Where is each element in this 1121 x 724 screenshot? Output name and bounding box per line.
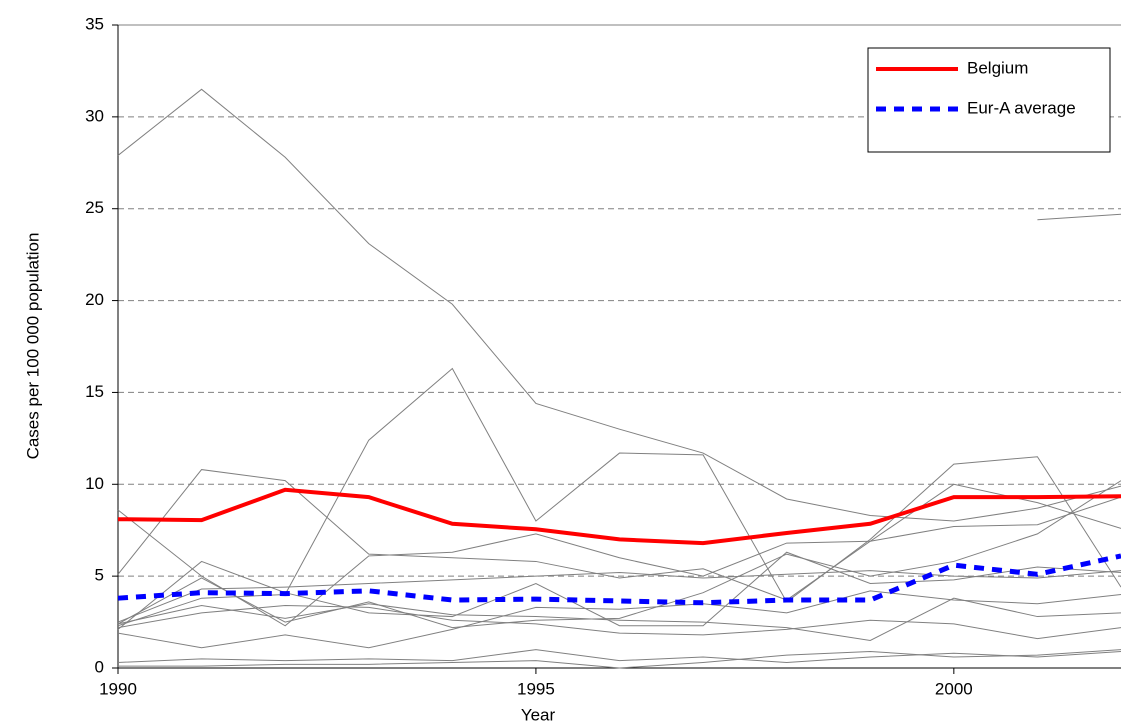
series-line	[117, 88, 1121, 522]
y-tick-label: 20	[85, 290, 104, 309]
series-line	[117, 590, 1121, 649]
series-line	[117, 487, 1121, 546]
series-line	[117, 553, 1121, 606]
x-tick-label: 1995	[517, 679, 555, 698]
series-line	[117, 483, 1121, 627]
y-tick-label: 0	[95, 657, 104, 676]
y-tick-label: 5	[95, 566, 104, 585]
series-line	[118, 649, 1121, 669]
series-line	[117, 597, 1121, 641]
y-tick-label: 10	[85, 474, 104, 493]
series-line	[117, 480, 1121, 629]
y-tick-label: 35	[85, 14, 104, 33]
x-tick-label: 2000	[935, 679, 973, 698]
series-line	[117, 551, 1121, 630]
series-line	[1037, 213, 1121, 221]
series-line	[117, 649, 1121, 663]
legend-box	[867, 47, 1111, 153]
y-axis-label: Cases per 100 000 population	[23, 233, 42, 460]
series-line	[117, 570, 1121, 623]
y-tick-label: 25	[85, 198, 104, 217]
y-tick-label: 30	[85, 106, 104, 125]
legend-label: Belgium	[967, 58, 1028, 77]
x-axis-label: Year	[521, 705, 556, 724]
x-tick-label: 1990	[99, 679, 137, 698]
y-tick-label: 15	[85, 382, 104, 401]
legend-label: Eur-A average	[967, 98, 1076, 117]
series-line	[117, 469, 1121, 601]
series-line	[117, 605, 1121, 640]
